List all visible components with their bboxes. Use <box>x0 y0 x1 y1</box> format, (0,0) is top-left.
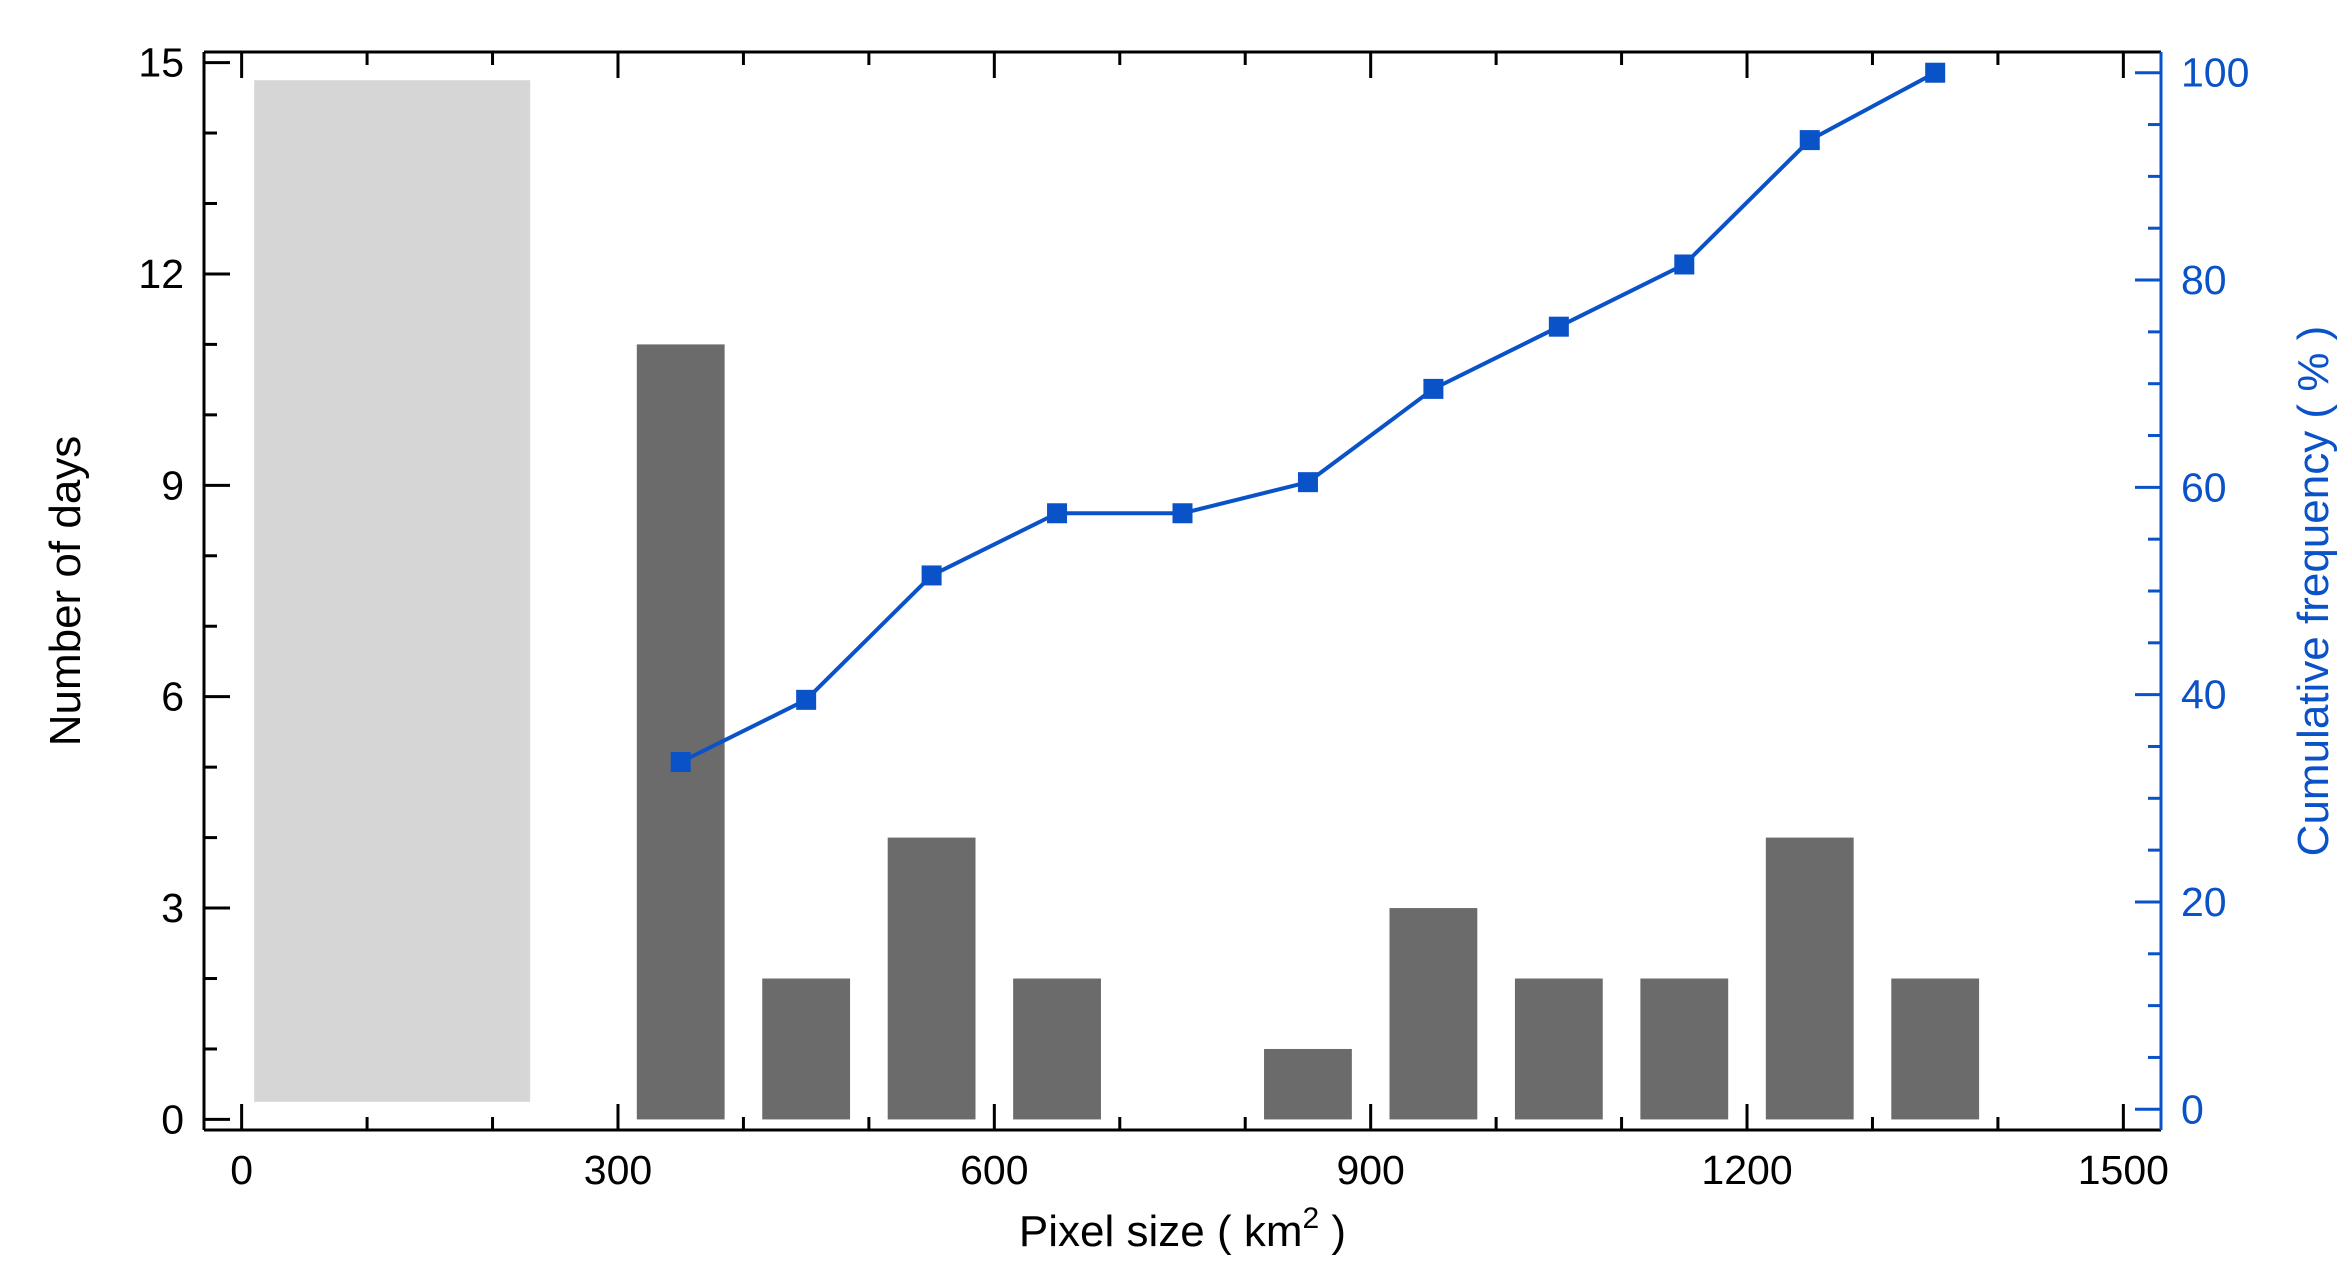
y-left-tick-label-9: 9 <box>161 462 184 508</box>
shaded-region <box>254 80 531 1102</box>
cumulative-point-1250 <box>1799 130 1820 151</box>
axes-layer <box>202 50 2163 1132</box>
y-right-axis-title: Cumulative frequency ( % ) <box>2289 326 2338 857</box>
bar-350 <box>636 344 725 1120</box>
cumulative-point-1350 <box>1925 62 1946 83</box>
y-right-tick-label-0: 0 <box>2181 1086 2204 1132</box>
y-left-tick-label-6: 6 <box>161 674 184 720</box>
cumulative-point-350 <box>670 752 691 773</box>
y-left-tick-label-12: 12 <box>138 251 184 297</box>
bar-650 <box>1013 978 1101 1120</box>
cumulative-point-950 <box>1423 378 1444 399</box>
x-tick-label-0: 0 <box>230 1147 253 1193</box>
cumulative-point-1050 <box>1548 316 1569 337</box>
cumulative-point-450 <box>796 689 817 710</box>
x-tick-label-1200: 1200 <box>1701 1147 1792 1193</box>
x-tick-label-900: 900 <box>1336 1147 1404 1193</box>
cumulative-line-layer <box>670 62 1946 773</box>
bar-1350 <box>1891 978 1980 1120</box>
y-left-axis-title: Number of days <box>41 436 90 747</box>
cumulative-point-550 <box>921 565 942 586</box>
y-left-tick-label-0: 0 <box>161 1096 184 1142</box>
x-axis-title: Pixel size ( km2 ) <box>1019 1202 1346 1256</box>
bar-1250 <box>1765 837 1854 1120</box>
cumulative-point-750 <box>1172 503 1193 524</box>
y-left-tick-label-3: 3 <box>161 885 184 931</box>
cumulative-point-650 <box>1047 503 1068 524</box>
x-axis-title-superscript: 2 <box>1303 1202 1320 1235</box>
y-left-tick-label-15: 15 <box>138 40 184 86</box>
bar-950 <box>1389 908 1478 1120</box>
cumulative-point-1150 <box>1674 254 1695 275</box>
cumulative-point-850 <box>1297 472 1318 493</box>
y-right-tick-label-100: 100 <box>2181 50 2249 96</box>
cumulative-line <box>679 70 1937 764</box>
bar-1050 <box>1514 978 1603 1120</box>
y-right-tick-label-80: 80 <box>2181 257 2227 303</box>
shaded-region-layer <box>254 80 531 1102</box>
bar-450 <box>762 978 851 1120</box>
y-right-tick-label-20: 20 <box>2181 879 2227 925</box>
x-axis-title-suffix: ) <box>1319 1207 1346 1256</box>
bar-550 <box>887 837 976 1120</box>
y-right-tick-label-60: 60 <box>2181 464 2227 510</box>
x-tick-label-1500: 1500 <box>2078 1147 2169 1193</box>
bars-layer <box>636 344 1980 1120</box>
bar-850 <box>1264 1048 1352 1120</box>
x-axis-title-main: Pixel size ( km <box>1019 1207 1303 1256</box>
bar-1150 <box>1640 978 1729 1120</box>
labels-layer: 0 300 600 900 1200 1500 0 3 6 9 12 15 0 20 40 60 80 100 Pi… <box>41 40 2338 1256</box>
y-right-tick-label-40: 40 <box>2181 672 2227 718</box>
x-tick-label-600: 600 <box>960 1147 1028 1193</box>
x-tick-label-300: 300 <box>584 1147 652 1193</box>
